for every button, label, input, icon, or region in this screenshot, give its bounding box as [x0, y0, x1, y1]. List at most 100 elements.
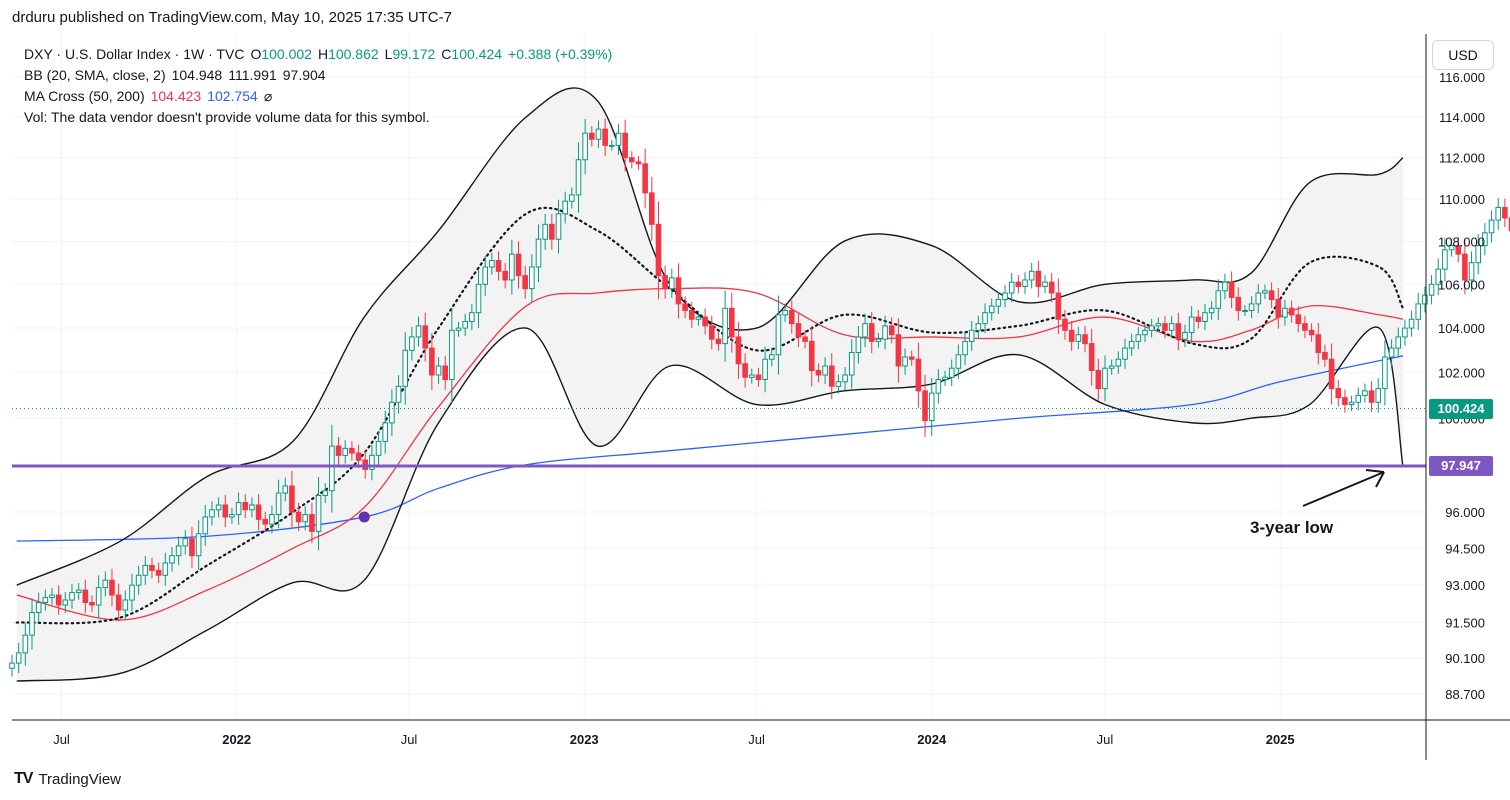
- candle-body: [295, 511, 302, 523]
- candle-body: [542, 223, 548, 240]
- candle-body: [429, 347, 435, 376]
- candle: [908, 350, 915, 366]
- candle: [1202, 304, 1208, 331]
- candle: [1435, 258, 1442, 296]
- candle: [555, 199, 562, 254]
- candle: [155, 562, 162, 584]
- candle-body: [1148, 325, 1155, 331]
- x-tick-label: 2025: [1266, 732, 1295, 747]
- candle-body: [1448, 245, 1455, 251]
- candle-body: [1222, 281, 1228, 292]
- candle: [1115, 351, 1122, 374]
- candle-body: [269, 514, 275, 525]
- candle-body: [1002, 292, 1008, 301]
- candle-body: [868, 323, 875, 342]
- candle: [1308, 323, 1315, 342]
- candle-body: [982, 312, 988, 325]
- candle: [495, 251, 502, 281]
- candle: [289, 470, 295, 528]
- candle-body: [389, 401, 395, 424]
- candle: [515, 241, 522, 289]
- candle-body: [1215, 290, 1222, 309]
- chart-frame[interactable]: 116.000 114.000 112.000 110.000 108.000 106.0…: [0, 34, 1510, 760]
- candle: [1335, 379, 1342, 407]
- legend-close: 100.424: [451, 46, 503, 62]
- candle-body: [922, 390, 928, 422]
- candle: [922, 374, 928, 437]
- candle: [189, 526, 195, 568]
- candle-body: [1468, 262, 1475, 281]
- candle-body: [115, 594, 122, 611]
- price-chart[interactable]: 116.000 114.000 112.000 110.000 108.000 106.0…: [0, 34, 1510, 760]
- candle: [1155, 317, 1162, 333]
- candle-body: [1182, 332, 1188, 340]
- candle-body: [29, 612, 35, 636]
- candle: [795, 313, 802, 348]
- candle-body: [522, 275, 528, 290]
- candle: [55, 585, 62, 615]
- legend-bb-row[interactable]: BB (20, SMA, close, 2) 104.948 111.991 9…: [24, 65, 612, 86]
- candle: [1482, 223, 1488, 256]
- candle-body: [95, 587, 102, 606]
- x-tick-label: Jul: [748, 732, 765, 747]
- candle: [442, 355, 448, 390]
- candle: [9, 654, 15, 677]
- candle-body: [902, 356, 908, 367]
- candle-body: [1475, 245, 1482, 264]
- candle-body: [708, 325, 715, 340]
- annotation-arrow-shaft: [1302, 471, 1385, 507]
- legend-low-label: L: [384, 46, 393, 62]
- candle: [569, 187, 575, 209]
- candle-body: [1235, 296, 1242, 311]
- candle: [549, 213, 555, 250]
- candle-body: [349, 447, 355, 454]
- candle-body: [642, 163, 648, 194]
- candle-body: [1082, 334, 1088, 345]
- candle-body: [1035, 270, 1042, 287]
- candle: [1042, 275, 1048, 294]
- candle: [415, 316, 422, 347]
- candle-body: [275, 492, 282, 516]
- candle-body: [635, 161, 642, 165]
- candle: [722, 290, 728, 362]
- legend-vol: Vol: The data vendor doesn't provide vol…: [24, 109, 430, 125]
- candle: [1442, 237, 1448, 282]
- candle: [409, 326, 415, 361]
- candle-body: [1375, 388, 1382, 403]
- candle: [82, 579, 89, 614]
- eye-off-icon[interactable]: ⌀: [263, 88, 273, 104]
- candle-body: [1188, 316, 1195, 334]
- currency-button[interactable]: USD: [1432, 40, 1494, 70]
- candle-body: [209, 509, 215, 518]
- candle: [775, 295, 782, 375]
- candle: [489, 252, 495, 275]
- candle: [229, 507, 235, 524]
- tradingview-brand[interactable]: TV TradingView: [14, 770, 121, 788]
- candle: [708, 315, 715, 350]
- legend-ma-row[interactable]: MA Cross (50, 200) 104.423 102.754 ⌀: [24, 86, 612, 107]
- candle: [235, 492, 242, 525]
- bb-basis-line: [15, 206, 1405, 625]
- candle-body: [622, 132, 628, 159]
- candle-body: [1462, 253, 1468, 281]
- candle: [629, 151, 635, 169]
- legend-symbol[interactable]: DXY · U.S. Dollar Index · 1W · TVC: [24, 46, 245, 62]
- annotation-label: 3-year low: [1250, 518, 1334, 537]
- candle-body: [329, 445, 335, 492]
- candle-body: [1028, 270, 1035, 281]
- candle-body: [1102, 367, 1108, 390]
- candle-body: [335, 445, 342, 456]
- candle: [282, 477, 289, 502]
- candle-body: [948, 367, 955, 378]
- candle-body: [768, 354, 775, 360]
- candle-body: [802, 336, 808, 342]
- candle: [842, 367, 848, 390]
- legend-bb-upper: 111.991: [228, 67, 277, 83]
- candle: [1402, 319, 1408, 346]
- candle-body: [822, 365, 828, 376]
- candle-body: [1162, 323, 1168, 331]
- candle-body: [409, 336, 415, 351]
- candle: [309, 502, 315, 544]
- candle: [622, 119, 628, 172]
- x-axis-ticks: Jul 2022 Jul 2023 Jul 2024 Jul 2025: [53, 732, 1294, 747]
